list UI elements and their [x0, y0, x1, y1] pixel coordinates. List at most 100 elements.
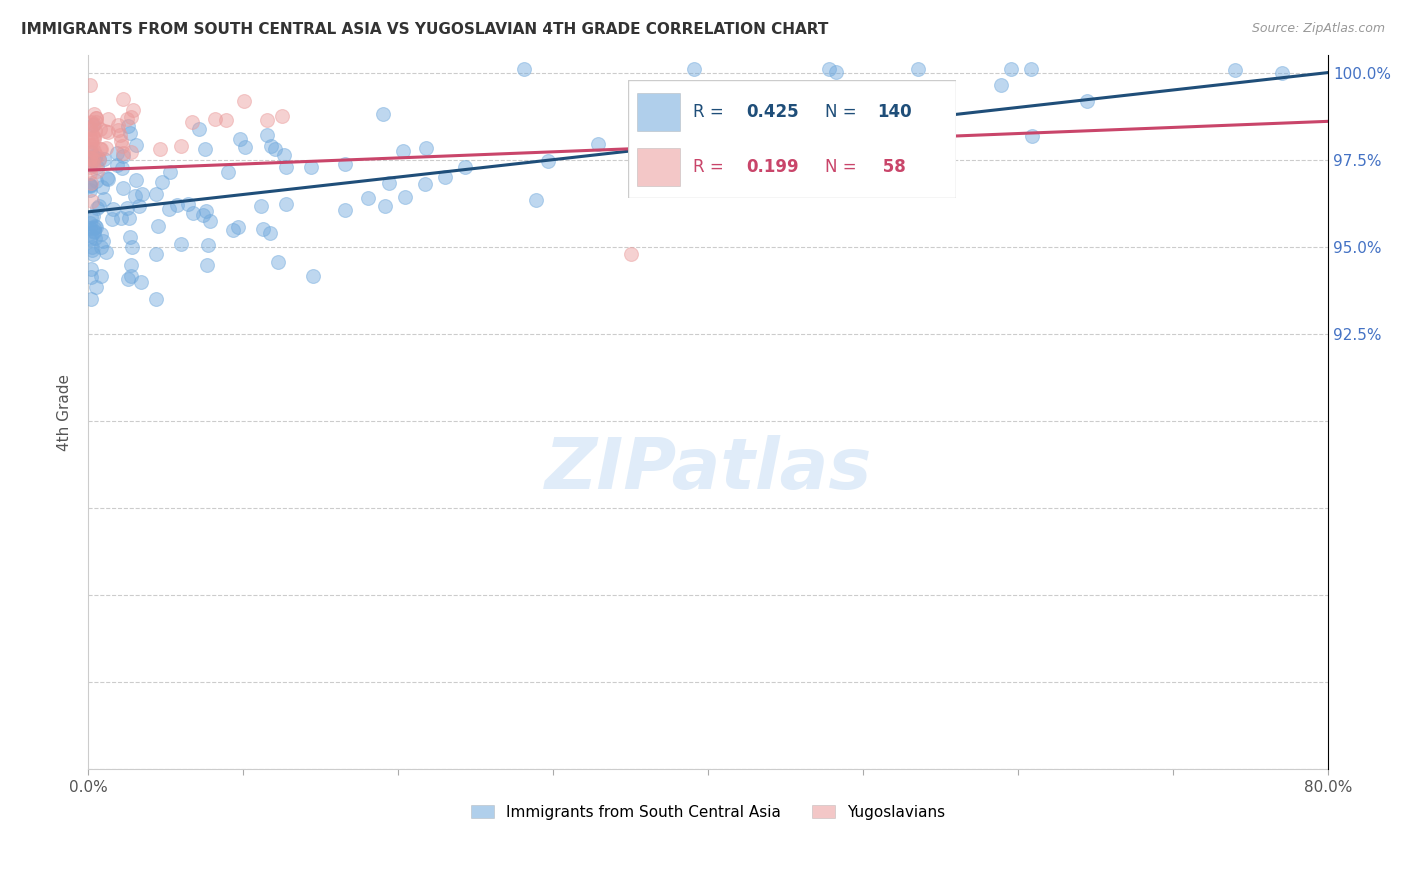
Point [89, 142, 111, 156]
Point [79, 158, 101, 172]
Point [120, 258, 142, 272]
Point [83, 144, 105, 158]
Point [111, 181, 134, 195]
Point [683, 62, 706, 77]
Point [228, 131, 250, 145]
Point [195, 203, 218, 218]
Point [434, 169, 457, 184]
Point [299, 160, 322, 174]
Point [84, 111, 107, 125]
Point [453, 160, 475, 174]
Point [84, 230, 107, 244]
Point [115, 112, 138, 127]
Point [83, 224, 105, 238]
Point [221, 223, 243, 237]
Point [93, 152, 115, 166]
Point [86, 149, 108, 163]
Point [80, 243, 103, 257]
Point [394, 189, 416, 203]
Point [645, 167, 668, 181]
Text: Source: ZipAtlas.com: Source: ZipAtlas.com [1251, 22, 1385, 36]
Point [129, 275, 152, 289]
Text: ZIPatlas: ZIPatlas [544, 435, 872, 504]
Point [111, 149, 134, 163]
Point [188, 121, 211, 136]
Point [89, 153, 111, 167]
Point [86, 201, 108, 215]
Point [89, 121, 111, 136]
Point [755, 144, 778, 158]
Point [122, 103, 145, 117]
Point [198, 214, 221, 228]
Point [90, 180, 112, 194]
Point [93, 124, 115, 138]
Point [1076, 94, 1098, 108]
Point [191, 208, 214, 222]
Point [907, 62, 929, 76]
Point [79, 120, 101, 135]
Point [80, 211, 103, 225]
Point [97, 112, 120, 127]
Point [84, 124, 107, 138]
Point [107, 118, 129, 132]
Point [250, 199, 273, 213]
Point [79, 183, 101, 197]
Point [273, 148, 295, 162]
Point [118, 126, 141, 140]
Point [79, 151, 101, 165]
Point [159, 165, 181, 179]
Point [82, 240, 104, 254]
Point [524, 194, 547, 208]
Point [537, 153, 560, 168]
Point [263, 142, 285, 156]
Point [83, 219, 105, 234]
Point [79, 142, 101, 156]
Point [233, 140, 256, 154]
Point [194, 142, 217, 156]
Point [217, 165, 239, 179]
Point [86, 280, 108, 294]
Point [817, 62, 839, 76]
Point [824, 65, 846, 79]
Point [83, 117, 105, 131]
Point [177, 197, 200, 211]
Point [204, 112, 226, 127]
Point [82, 118, 104, 132]
Point [110, 211, 132, 225]
Point [125, 173, 148, 187]
Point [117, 272, 139, 286]
Point [94, 245, 117, 260]
Point [79, 152, 101, 166]
Point [111, 138, 134, 153]
Point [79, 228, 101, 243]
Point [79, 166, 101, 180]
Point [990, 78, 1012, 92]
Point [79, 179, 101, 194]
Point [82, 247, 104, 261]
Point [737, 122, 759, 136]
Point [270, 109, 292, 123]
Point [80, 137, 103, 152]
Point [118, 211, 141, 225]
Point [82, 153, 104, 167]
Point [80, 269, 103, 284]
Point [80, 261, 103, 276]
Point [1021, 128, 1043, 143]
Point [197, 237, 219, 252]
Point [82, 194, 104, 208]
Point [117, 119, 139, 133]
Point [1223, 62, 1246, 77]
Point [118, 230, 141, 244]
Point [259, 226, 281, 240]
Point [145, 292, 167, 306]
Point [232, 94, 254, 108]
Point [84, 220, 107, 235]
Point [79, 115, 101, 129]
Point [357, 191, 380, 205]
Point [302, 268, 325, 283]
Point [79, 178, 101, 192]
Point [91, 235, 114, 249]
Point [83, 132, 105, 146]
Point [378, 177, 401, 191]
Y-axis label: 4th Grade: 4th Grade [58, 374, 72, 450]
